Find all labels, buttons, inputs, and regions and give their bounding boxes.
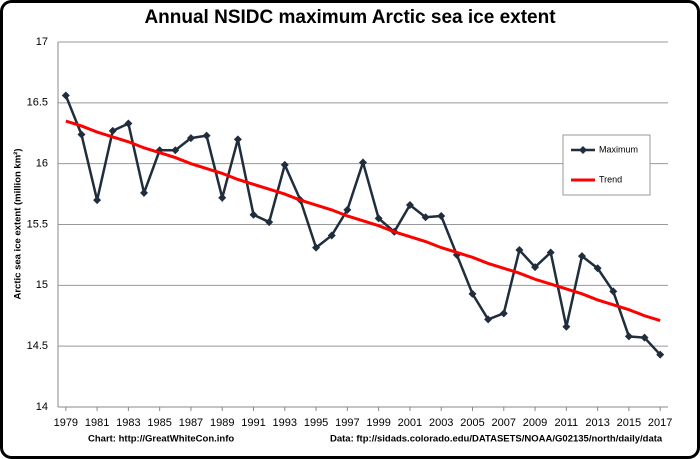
x-tick-label: 2009 [523,417,547,429]
marker [624,332,633,341]
x-tick-label: 2015 [617,417,641,429]
x-tick-label: 2007 [492,417,516,429]
marker [531,263,540,272]
x-tick-label: 2001 [398,417,422,429]
source-right: Data: ftp://sidads.colorado.edu/DATASETS… [330,434,663,445]
marker [108,126,117,135]
marker [468,289,477,298]
y-tick-label: 15.5 [27,218,48,230]
marker [374,214,383,223]
x-tick-label: 2003 [429,417,453,429]
marker [233,135,242,144]
marker [218,193,227,202]
x-tick-label: 2011 [555,417,579,429]
marker [343,205,352,214]
x-tick-label: 1993 [273,417,297,429]
x-tick-label: 1999 [366,417,390,429]
y-tick-label: 16.5 [27,97,48,109]
x-tick-label: 1981 [85,417,109,429]
x-tick-label: 2017 [648,417,672,429]
legend-label: Trend [599,174,622,184]
marker [499,309,508,318]
marker [546,248,555,257]
y-tick-label: 15 [36,279,48,291]
marker [202,131,211,140]
marker [515,246,524,255]
marker [265,218,274,227]
x-tick-label: 1979 [54,417,78,429]
marker [171,146,180,155]
source-left: Chart: http://GreatWhiteCon.info [88,434,234,445]
marker [656,350,665,359]
x-tick-label: 1987 [179,417,203,429]
marker [124,119,133,128]
x-tick-label: 1995 [304,417,328,429]
marker [421,213,430,222]
legend-label: Maximum [599,144,638,154]
marker [77,130,86,139]
marker [327,231,336,240]
legend-marker [579,146,587,154]
marker [484,315,493,324]
marker [359,158,367,167]
x-tick-label: 1991 [241,417,265,429]
marker [312,243,321,252]
marker [140,188,149,197]
x-tick-label: 1985 [147,417,171,429]
marker [562,322,571,331]
marker [609,287,618,296]
y-axis-label: Arctic sea ice extent (million km²) [13,149,24,300]
marker [437,211,446,220]
y-tick-label: 17 [36,36,48,48]
x-tick-label: 2013 [585,417,609,429]
chart-title: Annual NSIDC maximum Arctic sea ice exte… [144,7,556,28]
marker [249,210,258,219]
x-tick-label: 2005 [460,417,484,429]
y-tick-label: 16 [36,158,48,170]
x-tick-label: 1989 [210,417,234,429]
x-tick-label: 1983 [116,417,140,429]
marker [593,264,602,273]
marker [280,160,289,169]
y-tick-label: 14 [36,401,48,413]
series-line [65,119,661,323]
marker [186,134,195,143]
marker [405,201,414,210]
marker [577,252,586,261]
y-tick-label: 14.5 [27,340,48,352]
marker [61,91,70,100]
x-tick-label: 1997 [335,417,359,429]
marker [93,196,102,205]
marker [640,333,649,342]
legend-box [562,134,651,196]
